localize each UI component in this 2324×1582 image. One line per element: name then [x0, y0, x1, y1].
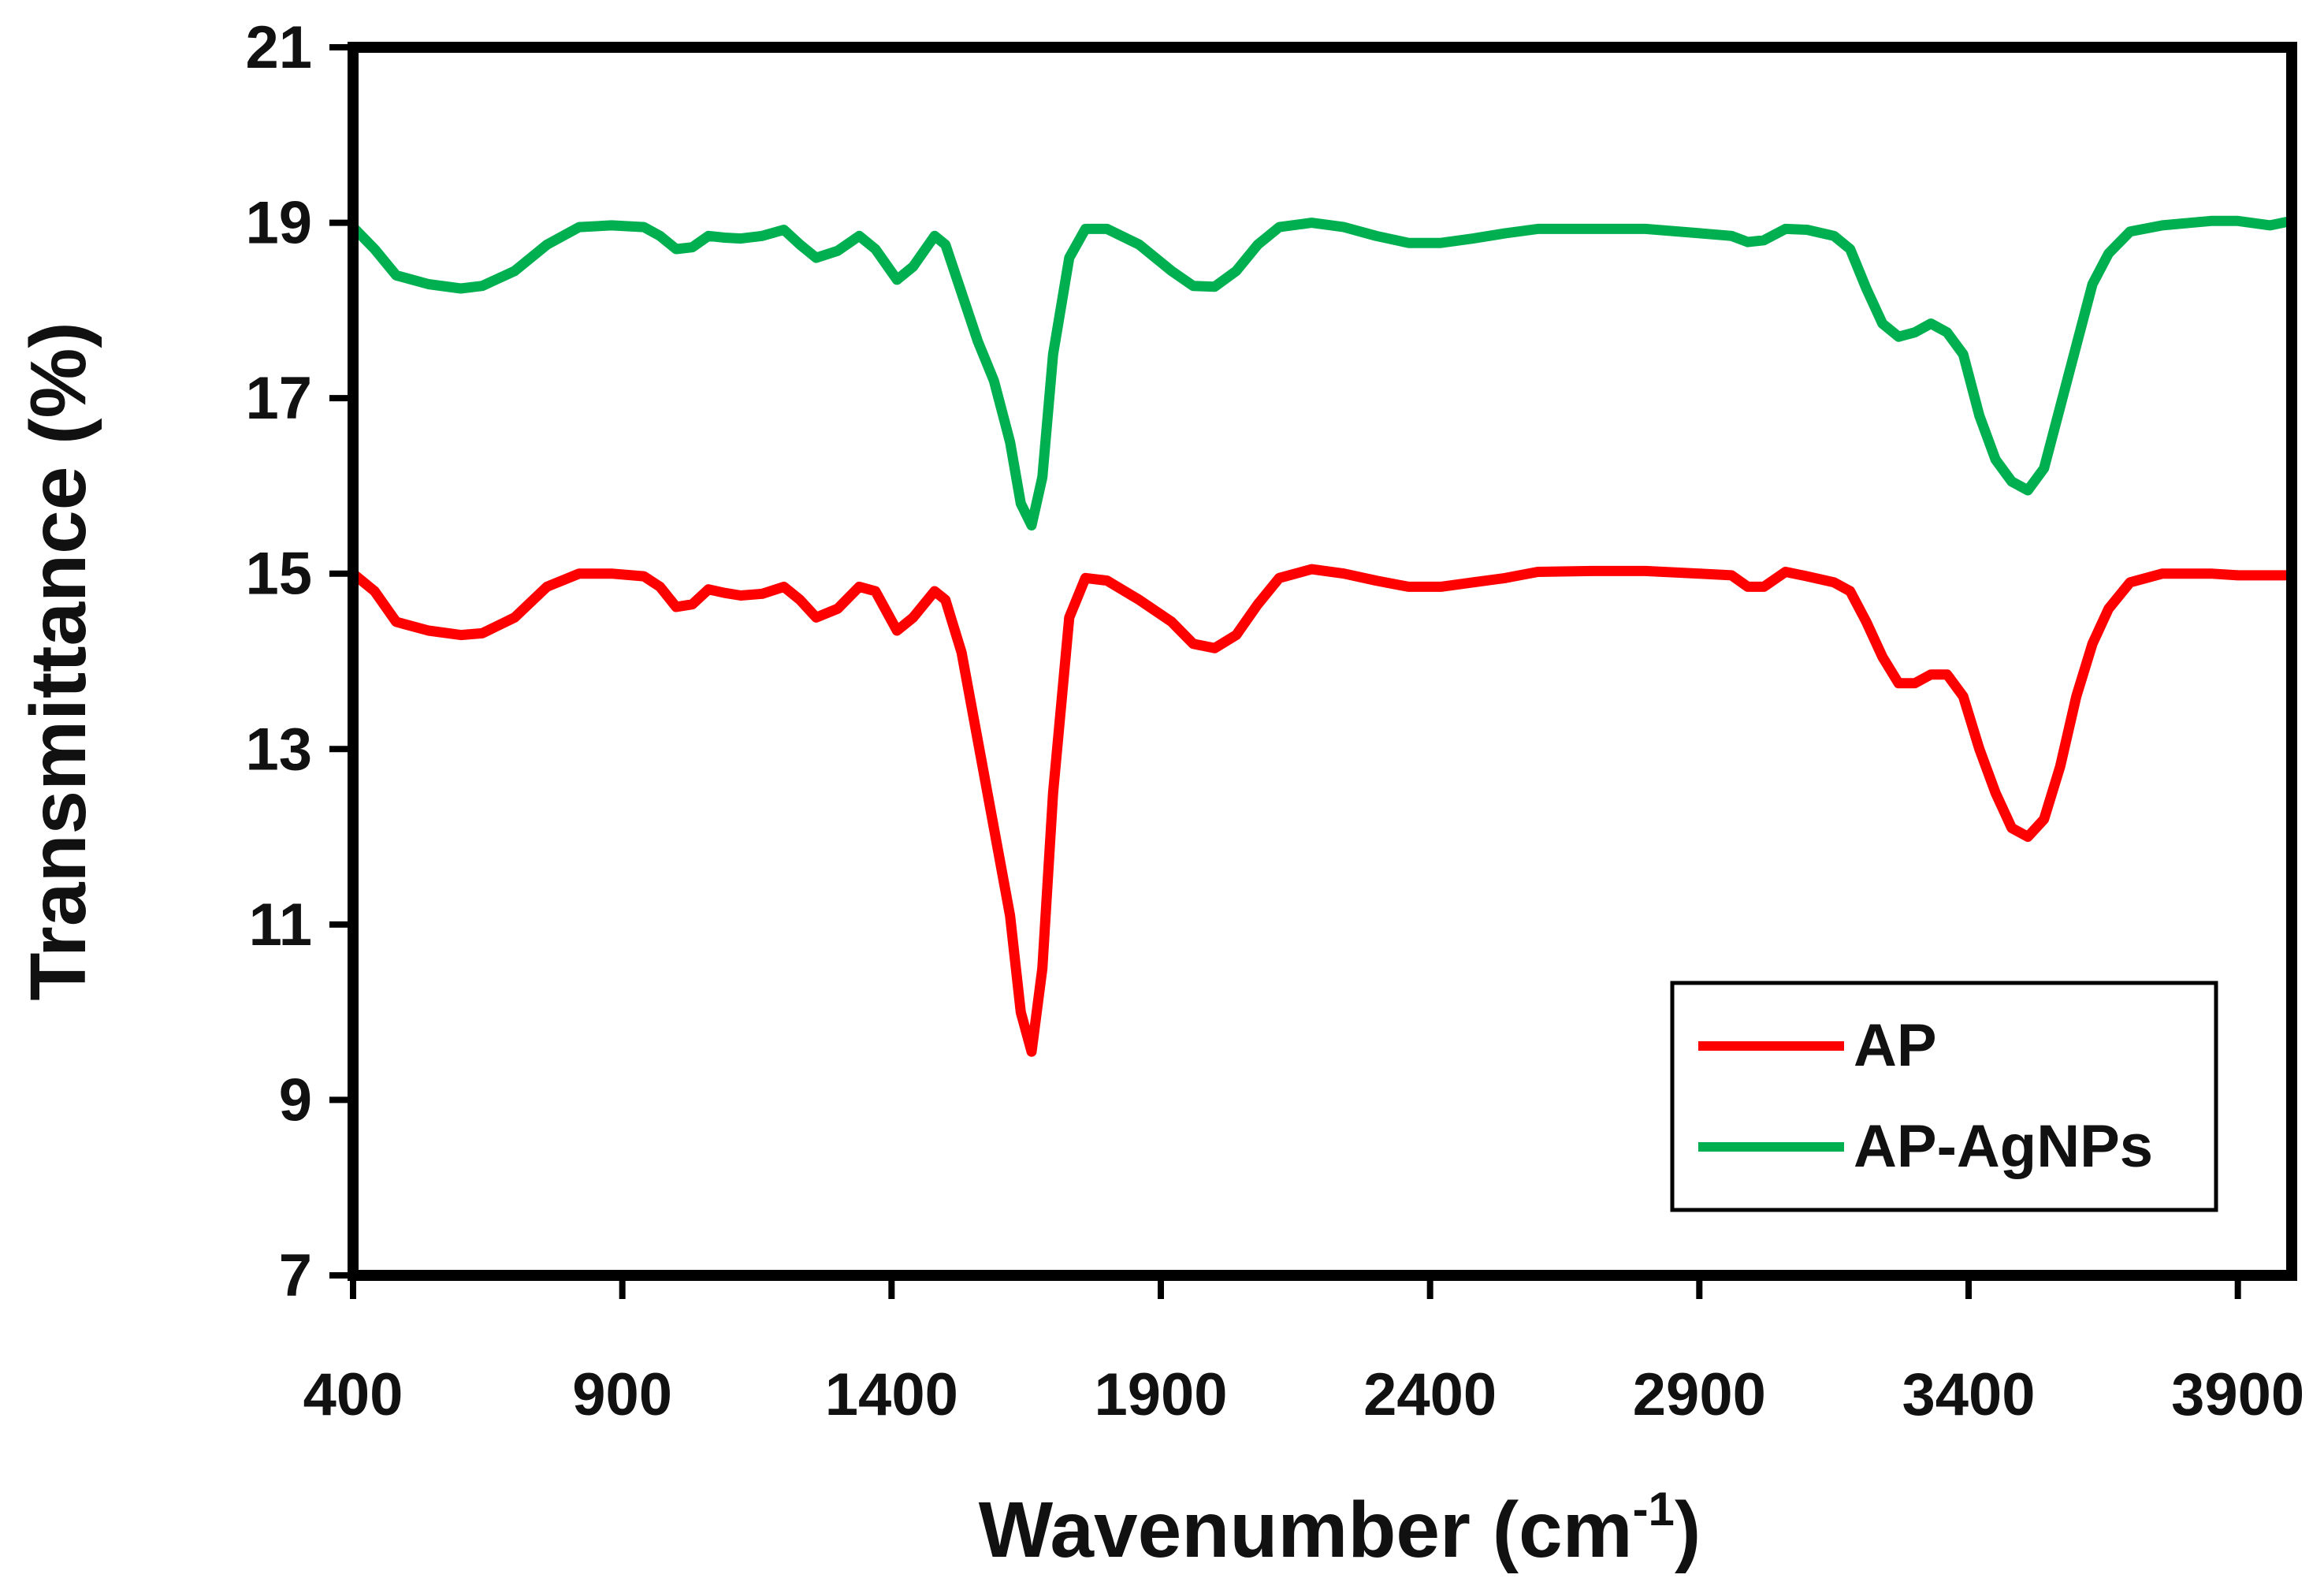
x-axis-title-end: ) [1675, 1486, 1701, 1574]
plot-frame [348, 42, 2297, 1281]
legend-label-ap: AP [1854, 1012, 1937, 1079]
y-tick-label: 19 [245, 190, 312, 257]
y-tick-label: 7 [279, 1242, 312, 1309]
y-tick-label: 17 [245, 365, 312, 432]
series-line-ap-agnps [348, 215, 2297, 530]
y-axis-title: Transmittance (%) [14, 322, 102, 1000]
x-tick-label: 2400 [1363, 1361, 1497, 1428]
plot-group [348, 215, 2297, 1057]
legend: AP AP-AgNPs [1670, 981, 2218, 1212]
x-tick-label: 1900 [1094, 1361, 1227, 1428]
series-line-ap [348, 564, 2297, 1057]
x-tick-label: 900 [572, 1361, 672, 1428]
x-tick-label: 400 [303, 1361, 403, 1428]
x-tick-label: 1400 [825, 1361, 958, 1428]
y-tick-label: 21 [245, 14, 312, 81]
legend-label-ap-agnps: AP-AgNPs [1854, 1113, 2153, 1180]
y-tick-label: 9 [279, 1066, 312, 1133]
x-axis-title-main: Wavenumber (cm [979, 1486, 1633, 1574]
y-tick-label: 13 [245, 716, 312, 783]
x-tick-label: 2900 [1633, 1361, 1766, 1428]
y-tick-label: 15 [245, 541, 312, 608]
x-axis-title: Wavenumber (cm-1) [979, 1483, 1701, 1574]
y-tick-label: 11 [249, 892, 312, 959]
x-tick-label: 3400 [1902, 1361, 2035, 1428]
legend-box [1670, 981, 2218, 1212]
x-tick-label: 3900 [2171, 1361, 2304, 1428]
x-axis-title-superscript: -1 [1633, 1483, 1675, 1535]
tick-group: 400 900 1400 1900 2400 2900 3400 3900 7 9 11 13 15 17… [245, 14, 2304, 1428]
